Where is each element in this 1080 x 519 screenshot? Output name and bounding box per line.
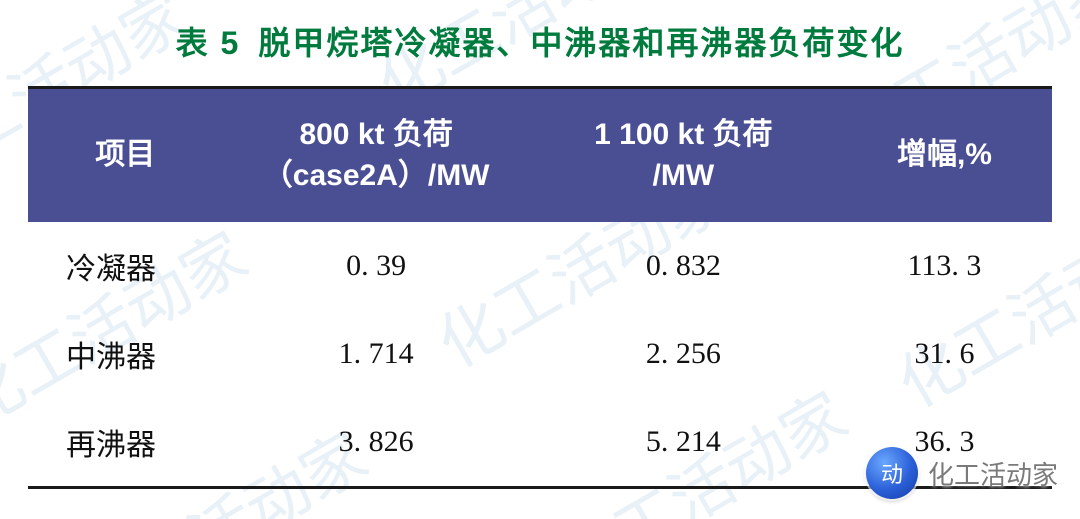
col-header-label: 项目 bbox=[95, 138, 155, 171]
table-figure: 表 5 脱甲烷塔冷凝器、中沸器和再沸器负荷变化 项目 800 kt 负荷 （cas… bbox=[0, 0, 1080, 489]
cell-value: 0. 39 bbox=[223, 222, 530, 310]
col-header-load-800: 800 kt 负荷 （case2A）/MW bbox=[223, 88, 530, 223]
account-name: 化工活动家 bbox=[928, 455, 1058, 492]
row-label: 冷凝器 bbox=[28, 222, 223, 310]
cell-value: 1. 714 bbox=[223, 310, 530, 398]
cell-value: 5. 214 bbox=[530, 398, 837, 488]
table-caption: 表 5 脱甲烷塔冷凝器、中沸器和再沸器负荷变化 bbox=[28, 18, 1052, 64]
table-header-row: 项目 800 kt 负荷 （case2A）/MW 1 100 kt 负荷 /MW… bbox=[28, 88, 1052, 223]
data-table: 项目 800 kt 负荷 （case2A）/MW 1 100 kt 负荷 /MW… bbox=[28, 86, 1052, 489]
row-label: 再沸器 bbox=[28, 398, 223, 488]
cell-value: 3. 826 bbox=[223, 398, 530, 488]
col-header-increase: 增幅,% bbox=[837, 88, 1052, 223]
col-header-item: 项目 bbox=[28, 88, 223, 223]
table-row: 冷凝器 0. 39 0. 832 113. 3 bbox=[28, 222, 1052, 310]
col-header-sublabel: （case2A）/MW bbox=[233, 156, 520, 197]
row-label: 中沸器 bbox=[28, 310, 223, 398]
col-header-label: 增幅,% bbox=[897, 138, 992, 171]
cell-value: 0. 832 bbox=[530, 222, 837, 310]
table-title: 脱甲烷塔冷凝器、中沸器和再沸器负荷变化 bbox=[258, 25, 904, 61]
col-header-load-1100: 1 100 kt 负荷 /MW bbox=[530, 88, 837, 223]
avatar-letter: 动 bbox=[881, 457, 903, 489]
table-number: 表 5 bbox=[176, 25, 241, 61]
account-avatar-icon: 动 bbox=[866, 447, 918, 499]
cell-value: 31. 6 bbox=[837, 310, 1052, 398]
col-header-label: 800 kt 负荷 bbox=[299, 118, 452, 151]
account-badge: 动 化工活动家 bbox=[866, 447, 1058, 499]
cell-value: 2. 256 bbox=[530, 310, 837, 398]
col-header-sublabel: /MW bbox=[540, 156, 827, 197]
cell-value: 113. 3 bbox=[837, 222, 1052, 310]
col-header-label: 1 100 kt 负荷 bbox=[594, 118, 772, 151]
table-row: 中沸器 1. 714 2. 256 31. 6 bbox=[28, 310, 1052, 398]
